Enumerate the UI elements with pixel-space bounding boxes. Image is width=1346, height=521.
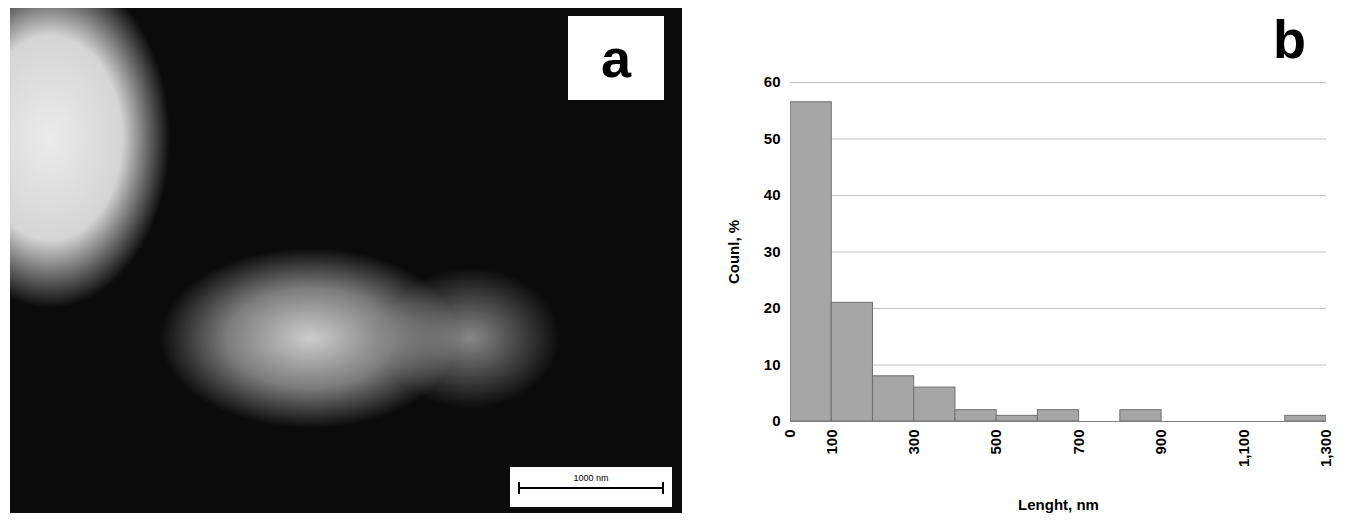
svg-text:Counl, %: Counl, % [725, 220, 742, 284]
svg-text:30: 30 [764, 243, 781, 260]
svg-text:700: 700 [1070, 430, 1087, 455]
svg-text:0: 0 [781, 430, 798, 438]
svg-text:20: 20 [764, 299, 781, 316]
svg-text:60: 60 [764, 73, 781, 90]
svg-text:0: 0 [772, 412, 780, 429]
svg-text:40: 40 [764, 186, 781, 203]
svg-text:1,300: 1,300 [1317, 430, 1334, 468]
svg-text:10: 10 [764, 356, 781, 373]
svg-text:300: 300 [905, 430, 922, 455]
html-text:1000 nm: 1000 nm [573, 473, 609, 483]
html-text:b: b [1273, 9, 1306, 69]
svg-text:900: 900 [1152, 430, 1169, 455]
svg-text:Lenght, nm: Lenght, nm [1018, 496, 1099, 513]
svg-text:500: 500 [987, 430, 1004, 455]
svg-text:50: 50 [764, 130, 781, 147]
svg-text:100: 100 [823, 430, 840, 455]
html-text:a: a [601, 28, 631, 88]
svg-text:1,100: 1,100 [1235, 430, 1252, 468]
